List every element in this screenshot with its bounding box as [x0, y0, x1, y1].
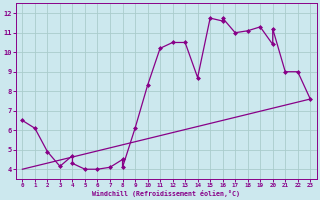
X-axis label: Windchill (Refroidissement éolien,°C): Windchill (Refroidissement éolien,°C)	[92, 190, 240, 197]
